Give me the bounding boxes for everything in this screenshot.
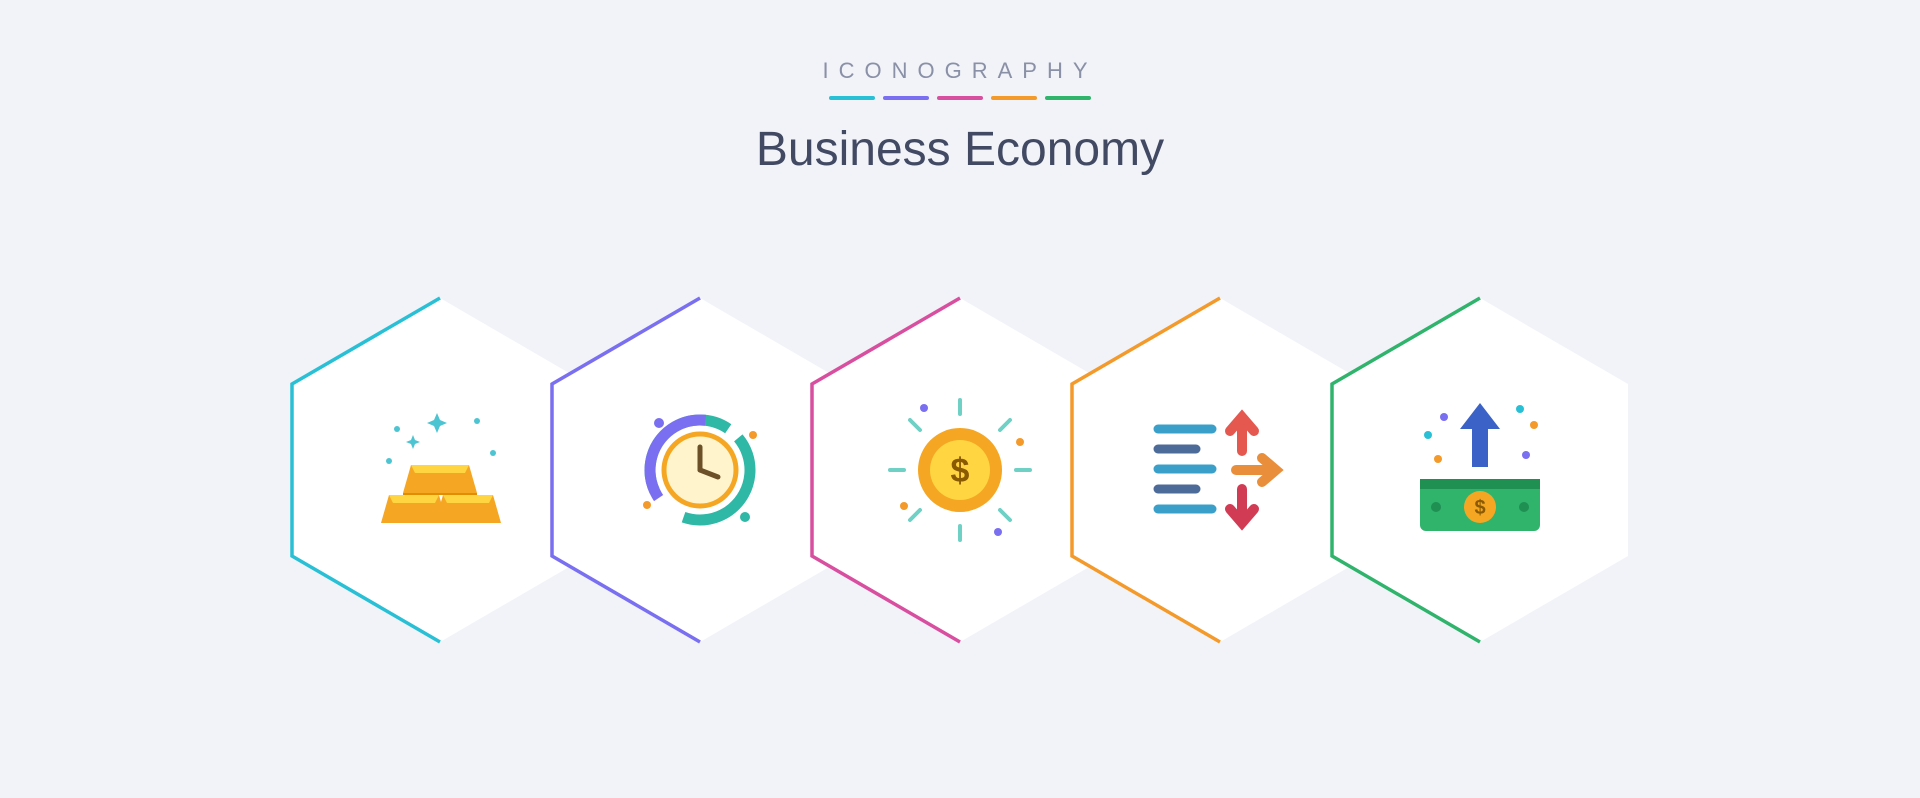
header: ICONOGRAPHY Business Economy (0, 0, 1920, 177)
underline-seg-2 (883, 96, 929, 100)
underline-seg-4 (991, 96, 1037, 100)
underline-seg-1 (829, 96, 875, 100)
accent-underline (0, 96, 1920, 100)
svg-text:$: $ (951, 452, 970, 490)
page-title: Business Economy (0, 122, 1920, 177)
svg-text:$: $ (1474, 497, 1485, 519)
cash-up-icon: $ (1400, 395, 1560, 545)
underline-seg-5 (1045, 96, 1091, 100)
eyebrow-text: ICONOGRAPHY (0, 58, 1920, 84)
data-flow-icon (1140, 395, 1300, 545)
hex-card-cash-up: $ (1324, 290, 1636, 650)
gold-bars-icon (365, 395, 515, 545)
time-cycle-icon (625, 395, 775, 545)
icon-row: $ (0, 290, 1920, 650)
underline-seg-3 (937, 96, 983, 100)
dollar-coin-icon: $ (880, 390, 1040, 550)
